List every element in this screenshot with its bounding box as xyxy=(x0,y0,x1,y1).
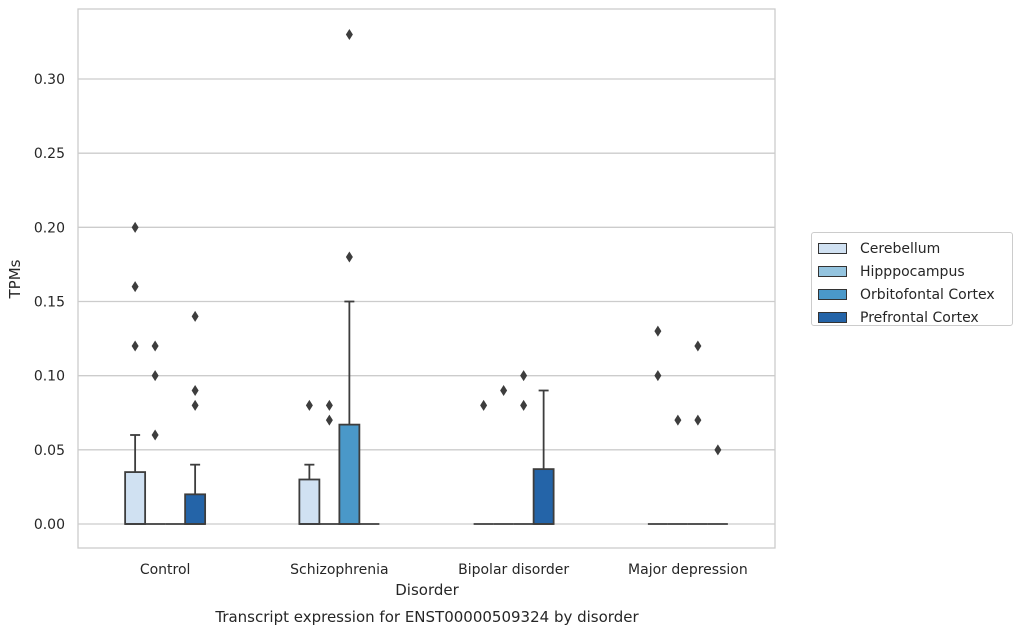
box-group xyxy=(687,340,708,525)
box xyxy=(298,478,321,525)
legend-item: Hipppocampus xyxy=(818,260,1012,283)
gridlines xyxy=(78,78,775,525)
legend: Cerebellum Hipppocampus Orbitofontal Corte… xyxy=(811,232,1013,326)
x-tick-label: Bipolar disorder xyxy=(458,562,569,578)
outlier-point xyxy=(191,310,199,322)
legend-swatch xyxy=(818,266,847,277)
box-group xyxy=(473,399,494,525)
box-group xyxy=(124,221,147,525)
box-group xyxy=(707,444,728,525)
box-marks xyxy=(124,29,728,525)
outlier-point xyxy=(520,370,528,382)
box-group xyxy=(145,340,166,525)
outlier-point xyxy=(325,414,333,426)
box-group xyxy=(493,385,514,525)
outlier-point xyxy=(325,399,333,411)
y-tick-label: 0.30 xyxy=(34,72,65,88)
outlier-point xyxy=(345,251,353,263)
box xyxy=(338,423,361,525)
outlier-point xyxy=(654,325,662,337)
box-group xyxy=(513,370,534,525)
chart-title: Transcript expression for ENST0000050932… xyxy=(214,608,639,626)
x-axis-label: Disorder xyxy=(395,581,459,599)
x-tick-labels: Control Schizophrenia Bipolar disorder Majo… xyxy=(140,562,748,578)
outlier-point xyxy=(654,370,662,382)
legend-swatch xyxy=(818,243,847,254)
box xyxy=(184,493,207,525)
box xyxy=(124,471,147,525)
legend-item: Prefrontal Cortex xyxy=(818,306,1012,329)
outlier-point xyxy=(714,444,722,456)
outlier-point xyxy=(131,221,139,233)
box-group xyxy=(319,399,340,525)
box-group xyxy=(532,389,555,525)
box-group xyxy=(647,325,668,525)
outlier-point xyxy=(480,399,488,411)
outlier-point xyxy=(305,399,313,411)
legend-label: Hipppocampus xyxy=(860,263,965,280)
y-axis-label: TPMs xyxy=(6,259,24,299)
legend-swatch xyxy=(818,312,847,323)
box-group xyxy=(298,399,321,525)
outlier-point xyxy=(151,429,159,441)
y-tick-label: 0.00 xyxy=(34,517,65,533)
y-tick-label: 0.10 xyxy=(34,369,65,385)
legend-label: Prefrontal Cortex xyxy=(860,309,979,326)
outlier-point xyxy=(345,29,353,40)
x-tick-label: Schizophrenia xyxy=(290,562,388,578)
y-tick-label: 0.25 xyxy=(34,146,65,162)
legend-label: Cerebellum xyxy=(860,240,941,257)
outlier-point xyxy=(500,385,508,396)
legend-label: Orbitofontal Cortex xyxy=(860,286,995,303)
outlier-point xyxy=(674,414,682,426)
outlier-point xyxy=(520,399,528,411)
y-tick-label: 0.05 xyxy=(34,443,65,459)
x-tick-label: Control xyxy=(140,562,191,578)
plot-frame xyxy=(77,8,776,549)
y-tick-labels: 0.00 0.05 0.10 0.15 0.20 0.25 0.30 xyxy=(34,72,65,533)
legend-swatch xyxy=(818,289,847,300)
box-group xyxy=(338,29,361,525)
outlier-point xyxy=(694,414,702,426)
outlier-point xyxy=(151,370,159,382)
y-tick-label: 0.15 xyxy=(34,295,65,311)
outlier-point xyxy=(131,340,139,352)
legend-item: Orbitofontal Cortex xyxy=(818,283,1012,306)
legend-item: Cerebellum xyxy=(818,237,1012,260)
outlier-point xyxy=(151,340,159,352)
y-tick-label: 0.20 xyxy=(34,220,65,236)
box-group xyxy=(184,310,207,525)
outlier-point xyxy=(191,399,199,411)
x-tick-label: Major depression xyxy=(628,562,748,578)
outlier-point xyxy=(694,340,702,352)
box-group xyxy=(667,414,688,525)
box xyxy=(532,468,555,525)
outlier-point xyxy=(131,281,139,293)
outlier-point xyxy=(191,385,199,396)
